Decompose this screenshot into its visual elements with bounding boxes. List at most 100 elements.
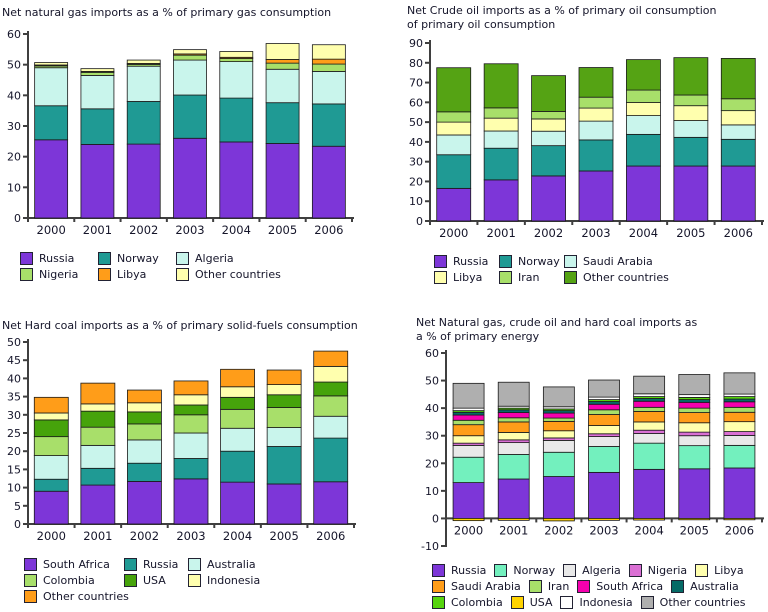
legend-swatch-icon xyxy=(564,255,577,268)
bar-segment-other-countries xyxy=(678,374,711,396)
legend-item-russia: Russia xyxy=(124,557,188,571)
bar-segment-norway xyxy=(219,97,254,142)
bar-segment-norway xyxy=(588,446,620,473)
legend-swatch-icon xyxy=(560,596,574,609)
legend-item-russia: Russia xyxy=(20,251,98,265)
legend-item-colombia: Colombia xyxy=(432,596,503,609)
legend-label: Iran xyxy=(518,271,540,284)
bar-segment-australia xyxy=(220,427,255,452)
bar-segment-russia xyxy=(452,482,485,519)
legend-swatch-icon xyxy=(640,596,654,609)
legend-label: Other countries xyxy=(583,271,669,284)
x-category-label: 2002 xyxy=(534,226,563,240)
x-category-label: 2001 xyxy=(499,523,528,537)
y-tick-label: 30 xyxy=(7,408,21,421)
bar-segment-south-africa xyxy=(723,401,756,408)
x-category-label: 2004 xyxy=(222,223,251,237)
natural-gas-chart-legend: Russia Norway Algeria Nigeria Libya Other cou… xyxy=(2,251,382,281)
bar-segment-colombia xyxy=(80,426,116,446)
bar-segment-russia xyxy=(678,468,711,519)
bar-segment-nigeria xyxy=(219,57,254,62)
bar-segment-algeria xyxy=(497,442,530,455)
y-tick-label: 50 xyxy=(425,375,439,388)
y-tick-label: 60 xyxy=(409,96,423,109)
bar-segment-libya xyxy=(265,58,300,64)
bar-segment-other-countries xyxy=(436,67,472,113)
x-category-label: 2000 xyxy=(439,226,468,240)
x-category-label: 2002 xyxy=(544,523,573,537)
legend-label: Other countries xyxy=(659,596,746,609)
hard-coal-chart-legend: South Africa Russia Australia Colombia USA In… xyxy=(2,557,382,603)
bar-segment-other-countries xyxy=(80,382,116,404)
y-tick-label: 0 xyxy=(14,518,21,531)
bar-segment-iran xyxy=(542,417,575,422)
bar-segment-algeria xyxy=(678,435,711,447)
legend-item-other-countries: Other countries xyxy=(176,267,281,281)
bar-segment-australia xyxy=(33,454,69,480)
x-category-label: 2001 xyxy=(487,226,516,240)
bar-segment-south-africa xyxy=(633,400,666,408)
legend-swatch-icon xyxy=(20,251,33,265)
y-tick-label: 20 xyxy=(7,445,21,458)
y-tick-label: 45 xyxy=(7,354,21,367)
bar-segment-russia xyxy=(723,467,756,519)
legend-swatch-icon xyxy=(577,580,591,593)
y-tick-label: 60 xyxy=(425,347,439,360)
legend-item-norway: Norway xyxy=(499,255,564,268)
y-tick-label: 0 xyxy=(14,212,21,225)
bar-segment-algeria xyxy=(265,68,300,103)
bar-segment-south-africa xyxy=(313,480,349,524)
bar-segment-russia xyxy=(436,187,472,222)
bar-segment-colombia xyxy=(173,413,209,433)
bar-segment-other-countries xyxy=(173,48,207,54)
bar-segment-norway xyxy=(542,451,575,477)
legend-item-usa: USA xyxy=(510,596,552,609)
legend-item-iran: Iran xyxy=(528,580,569,593)
bar-segment-russia xyxy=(720,165,756,222)
legend-label: Colombia xyxy=(43,573,95,587)
bar-segment-other-countries xyxy=(673,57,709,96)
legend-item-iran: Iran xyxy=(499,271,564,284)
legend-swatch-icon xyxy=(564,271,577,284)
legend-swatch-icon xyxy=(124,557,137,571)
bar-segment-south-africa xyxy=(497,412,530,419)
legend-swatch-icon xyxy=(628,564,642,577)
legend-item-other-countries: Other countries xyxy=(24,589,129,603)
bar-segment-iran xyxy=(633,406,666,412)
bar-segment-iran xyxy=(452,419,485,426)
legend-swatch-icon xyxy=(671,580,685,593)
legend-swatch-icon xyxy=(434,255,447,268)
bar-segment-indonesia xyxy=(33,412,69,420)
bar-segment-south-africa xyxy=(678,401,711,409)
legend-swatch-icon xyxy=(188,557,201,571)
bar-segment-russia xyxy=(588,471,620,519)
legend-label: Other countries xyxy=(195,267,281,281)
legend-item-usa: USA xyxy=(124,573,188,587)
bar-segment-libya xyxy=(588,425,620,435)
bar-segment-colombia xyxy=(127,423,162,440)
x-category-label: 2006 xyxy=(724,226,753,240)
x-category-label: 2003 xyxy=(589,523,618,537)
bar-segment-norway xyxy=(531,145,566,177)
bar-segment-south-africa xyxy=(33,490,69,524)
bar-segment-other-countries xyxy=(126,59,161,64)
bar-segment-other-countries xyxy=(720,58,756,100)
bar-segment-russia xyxy=(483,179,519,222)
x-category-label: 2003 xyxy=(176,529,205,543)
bar-segment-russia xyxy=(127,462,162,482)
legend-swatch-icon xyxy=(176,251,189,265)
y-tick-label: 30 xyxy=(7,120,21,133)
bar-segment-russia xyxy=(497,478,530,519)
bar-segment-algeria xyxy=(173,59,207,95)
bar-segment-usa xyxy=(33,418,69,437)
x-category-label: 2002 xyxy=(130,529,159,543)
bar-segment-usa xyxy=(633,518,666,521)
x-category-label: 2005 xyxy=(270,529,299,543)
bar-segment-nigeria xyxy=(80,71,115,76)
legend-item-south-africa: South Africa xyxy=(577,580,663,593)
legend-swatch-icon xyxy=(499,255,512,268)
bar-segment-other-countries xyxy=(313,350,349,367)
y-tick-label: 15 xyxy=(7,463,21,476)
legend-label: Australia xyxy=(690,580,739,593)
x-category-label: 2005 xyxy=(676,226,705,240)
